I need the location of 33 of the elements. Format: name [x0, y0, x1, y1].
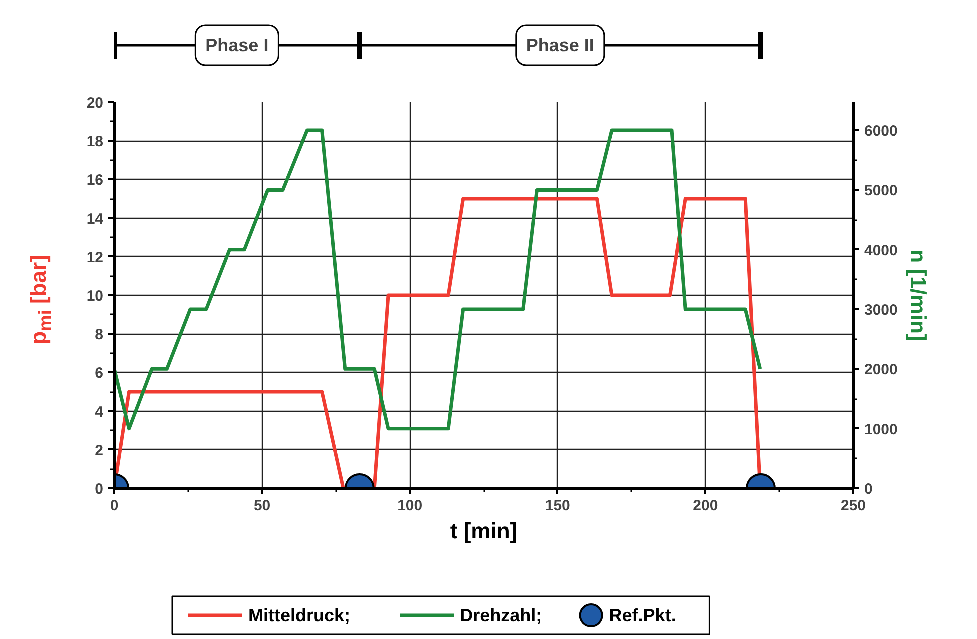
y2-tick-label: 0 [864, 481, 873, 498]
y2-axis-title: n [1/min] [906, 250, 931, 342]
legend-label: Mitteldruck; [248, 606, 351, 626]
x-tick-label: 200 [693, 498, 718, 514]
legend-label: Drehzahl; [460, 606, 542, 626]
x-tick-label: 150 [545, 498, 570, 514]
y-tick-label: 8 [95, 326, 104, 344]
y-tick-label: 12 [86, 249, 104, 266]
y-tick-label: 16 [86, 172, 104, 190]
text: Phase I [206, 36, 269, 56]
y-tick-label: 4 [95, 404, 104, 421]
y-tick-label: 18 [86, 134, 104, 151]
y-tick-label: 10 [86, 288, 104, 305]
x-tick-label: 50 [254, 498, 271, 514]
y2-tick-label: 5000 [864, 182, 898, 200]
y-tick-label: 14 [86, 210, 104, 228]
y2-tick-label: 4000 [864, 242, 898, 260]
y2-tick-label: 6000 [864, 123, 898, 140]
y-tick-label: 0 [95, 481, 104, 498]
x-tick-label: 250 [840, 498, 866, 514]
legend-label: Ref.Pkt. [609, 606, 676, 626]
line-series [114, 128, 762, 431]
y-tick-label: 6 [95, 365, 104, 382]
x-tick-label: 0 [110, 498, 119, 514]
text: Phase II [526, 36, 594, 56]
x-tick-label: 100 [398, 498, 423, 514]
y-tick-label: 2 [95, 442, 104, 460]
x-axis-title: t [min] [450, 518, 518, 544]
y2-tick-label: 3000 [864, 302, 898, 320]
y-tick-label: 20 [86, 95, 104, 112]
y2-tick-label: 2000 [864, 362, 898, 379]
y2-tick-label: 1000 [864, 421, 898, 438]
line-series [114, 197, 762, 488]
